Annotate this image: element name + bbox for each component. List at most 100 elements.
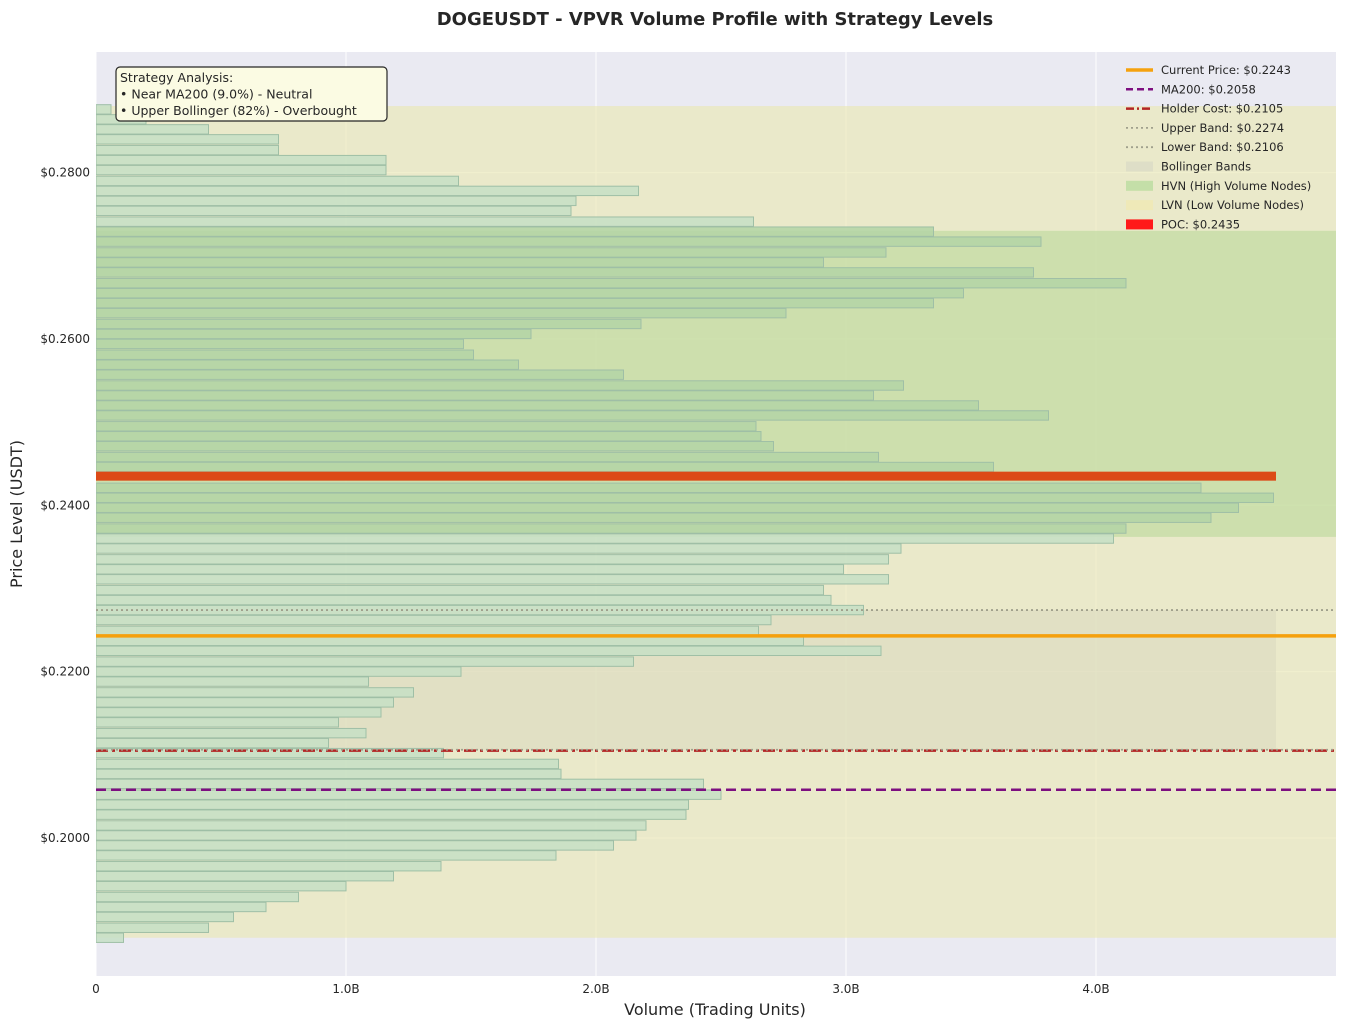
volume-bar: [96, 768, 562, 780]
volume-bar: [96, 154, 387, 166]
volume-bar: [96, 164, 387, 176]
volume-bar: [96, 850, 557, 861]
volume-bar: [96, 492, 1274, 503]
volume-bar: [96, 431, 762, 442]
volume-bar: [96, 891, 299, 903]
legend-label: Holder Cost: $0.2105: [1161, 102, 1283, 116]
legend-label: LVN (Low Volume Nodes): [1161, 198, 1304, 212]
volume-bar: [96, 421, 757, 432]
volume-bar: [96, 614, 772, 626]
volume-bar: [96, 687, 414, 698]
volume-bar: [96, 645, 882, 657]
legend-patch-swatch: [1126, 180, 1153, 191]
volume-bar: [96, 451, 879, 463]
volume-bar: [96, 564, 844, 575]
volume-bar: [96, 205, 572, 217]
x-tick-label: 3.0B: [832, 982, 859, 996]
plot-content: [96, 104, 1336, 943]
strategy-annotation-line: • Upper Bollinger (82%) - Overbought: [120, 103, 357, 118]
volume-bar: [96, 922, 209, 933]
volume-bar: [96, 247, 887, 258]
volume-bar: [96, 307, 787, 319]
volume-bar: [96, 707, 382, 718]
y-axis-label: Price Level (USDT): [7, 440, 26, 588]
legend-label: HVN (High Volume Nodes): [1161, 179, 1311, 193]
volume-bar: [96, 932, 124, 943]
strategy-annotation-line: • Near MA200 (9.0%) - Neutral: [120, 87, 312, 102]
volume-bar: [96, 870, 394, 882]
y-tick-label: $0.2000: [40, 831, 90, 845]
volume-bar: [96, 349, 474, 360]
volume-bar: [96, 799, 689, 810]
volume-bar: [96, 359, 519, 370]
poc-bar: [96, 471, 1276, 481]
volume-bar: [96, 124, 209, 135]
volume-bar: [96, 666, 462, 677]
volume-bar: [96, 820, 647, 831]
volume-bar: [96, 297, 934, 309]
volume-bar: [96, 533, 1114, 544]
volume-bar: [96, 901, 267, 913]
volume-bar: [96, 554, 889, 565]
volume-bar: [96, 328, 532, 340]
volume-bar: [96, 185, 639, 197]
x-tick-label: 0: [92, 982, 100, 996]
chart-title: DOGEUSDT - VPVR Volume Profile with Stra…: [437, 9, 994, 30]
volume-bar: [96, 104, 112, 115]
legend-label: Current Price: $0.2243: [1161, 63, 1291, 77]
y-tick-label: $0.2800: [40, 166, 90, 180]
legend-label: Bollinger Bands: [1161, 160, 1251, 174]
volume-bar: [96, 175, 459, 187]
volume-bar: [96, 778, 704, 790]
volume-bar: [96, 543, 902, 554]
volume-bar: [96, 318, 642, 330]
volume-bar: [96, 400, 979, 411]
legend-label: POC: $0.2435: [1161, 217, 1240, 231]
volume-bar: [96, 604, 864, 616]
legend-label: Upper Band: $0.2274: [1161, 121, 1284, 135]
volume-bar: [96, 226, 934, 237]
volume-bar: [96, 482, 1202, 494]
volume-bar: [96, 737, 329, 749]
volume-bar: [96, 257, 824, 268]
legend-patch-swatch: [1126, 219, 1153, 230]
strategy-annotation-line: Strategy Analysis:: [120, 70, 233, 85]
volume-bar: [96, 512, 1212, 523]
volume-bar: [96, 338, 464, 350]
volume-bar: [96, 441, 774, 452]
volume-bar: [96, 287, 964, 299]
volume-bar: [96, 369, 624, 380]
volume-bar: [96, 144, 279, 156]
x-tick-label: 2.0B: [582, 982, 609, 996]
x-tick-label: 4.0B: [1082, 982, 1109, 996]
volume-bar: [96, 278, 1127, 289]
volume-bar: [96, 840, 614, 851]
volume-bar: [96, 830, 637, 841]
strategy-annotation-box: [115, 66, 388, 122]
volume-bar: [96, 880, 347, 892]
volume-bar: [96, 461, 994, 473]
volume-bar: [96, 758, 559, 770]
volume-bar: [96, 134, 279, 145]
volume-bar: [96, 390, 874, 401]
volume-bar: [96, 911, 234, 923]
volume-bar: [96, 267, 1034, 278]
volume-bar: [96, 676, 369, 687]
volume-bar: [96, 236, 1042, 247]
volume-bar: [96, 195, 577, 207]
volume-bar: [96, 656, 634, 667]
volume-bar: [96, 410, 1049, 421]
legend-patch-swatch: [1126, 161, 1153, 172]
volume-bar: [96, 584, 824, 596]
legend-patch-swatch: [1126, 200, 1153, 211]
volume-bar: [96, 502, 1239, 513]
y-tick-label: $0.2600: [40, 332, 90, 346]
volume-bar: [96, 594, 832, 606]
volume-bar: [96, 216, 754, 227]
volume-bar: [96, 747, 444, 759]
x-tick-label: 1.0B: [332, 982, 359, 996]
y-tick-label: $0.2200: [40, 665, 90, 679]
volume-bar: [96, 697, 394, 708]
volume-bar: [96, 789, 722, 800]
